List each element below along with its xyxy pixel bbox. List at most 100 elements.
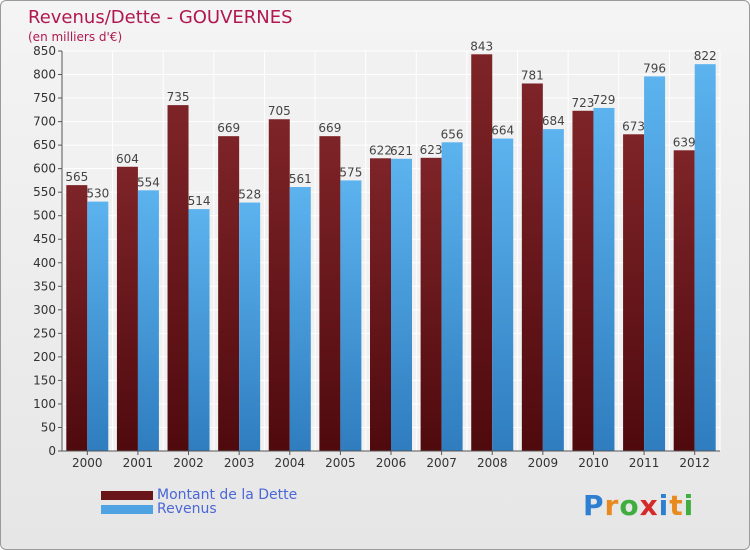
data-label-debt: 669 [217, 121, 240, 135]
y-tick-label: 800 [33, 68, 56, 82]
bar-debt [420, 157, 442, 451]
y-tick-label: 500 [33, 209, 56, 223]
bar-debt [471, 54, 493, 451]
legend-item-debt: Montant de la Dette [101, 487, 297, 503]
data-label-debt: 604 [116, 152, 139, 166]
bar-revenue [87, 201, 109, 451]
y-tick-label: 550 [33, 185, 56, 199]
data-label-debt: 622 [369, 143, 392, 157]
chart-title: Revenus/Dette - GOUVERNES [28, 7, 293, 28]
x-tick-label: 2008 [477, 456, 508, 470]
data-label-debt: 565 [65, 170, 88, 184]
data-label-debt: 843 [470, 39, 493, 53]
logo-letter: i [683, 489, 695, 522]
bar-revenue [593, 107, 615, 452]
bar-debt [167, 105, 189, 451]
y-tick-label: 700 [33, 115, 56, 129]
bar-debt [116, 166, 138, 451]
data-label-revenue: 796 [643, 61, 666, 75]
logo-letter: t [669, 489, 684, 522]
y-tick-label: 600 [33, 162, 56, 176]
bar-debt [66, 185, 88, 451]
y-tick-label: 300 [33, 303, 56, 317]
data-label-revenue: 514 [188, 194, 211, 208]
y-tick-label: 650 [33, 138, 56, 152]
y-tick-label: 450 [33, 232, 56, 246]
legend-item-revenue: Revenus [101, 501, 217, 517]
axes: 0 50 100 150 200 250 300 350 400 450 500 550 600 650 7… [33, 44, 720, 470]
logo-letter: P [583, 489, 605, 522]
bar-debt [673, 150, 695, 451]
bar-revenue [542, 129, 564, 451]
data-label-revenue: 554 [137, 175, 160, 189]
x-tick-label: 2007 [426, 456, 457, 470]
bar-revenue [289, 187, 311, 451]
x-tick-label: 2001 [123, 456, 154, 470]
y-tick-label: 350 [33, 279, 56, 293]
logo-letter: r [604, 489, 620, 522]
bar-revenue [239, 202, 261, 451]
data-label-debt: 639 [673, 135, 696, 149]
bar-revenue [391, 158, 412, 451]
legend-swatch-revenue [101, 504, 153, 514]
y-tick-label: 250 [33, 326, 56, 340]
x-tick-label: 2009 [528, 456, 559, 470]
data-label-revenue: 684 [542, 114, 565, 128]
logo-letter: x [639, 489, 659, 522]
x-tick-label: 2000 [72, 456, 103, 470]
bar-revenue [340, 180, 362, 452]
bar-debt [623, 134, 645, 451]
bar-revenue [644, 76, 666, 451]
proxiti-logo: Proxiti [583, 489, 694, 522]
y-tick-label: 0 [48, 444, 56, 458]
legend-label-debt: Montant de la Dette [157, 487, 298, 503]
data-label-revenue: 530 [86, 187, 109, 201]
legend-label-revenue: Revenus [157, 501, 217, 517]
data-label-revenue: 656 [441, 127, 464, 141]
logo-letter: o [619, 489, 640, 522]
data-label-debt: 623 [420, 143, 443, 157]
y-tick-label: 200 [33, 350, 56, 364]
data-label-debt: 669 [318, 121, 341, 135]
x-tick-label: 2011 [629, 456, 660, 470]
x-tick-label: 2012 [679, 456, 710, 470]
bar-revenue [188, 209, 210, 451]
x-tick-label: 2004 [274, 456, 305, 470]
data-label-revenue: 621 [390, 144, 413, 158]
x-tick-label: 2005 [325, 456, 356, 470]
y-tick-label: 100 [33, 397, 56, 411]
y-tick-label: 400 [33, 256, 56, 270]
data-label-revenue: 561 [289, 172, 312, 186]
bar-revenue [137, 190, 159, 451]
bar-debt [370, 158, 391, 451]
bar-revenue [441, 142, 463, 451]
bar-debt [572, 110, 594, 451]
data-label-revenue: 729 [593, 93, 616, 107]
y-tick-label: 850 [33, 44, 56, 58]
data-label-revenue: 822 [694, 49, 717, 63]
bars [66, 54, 716, 452]
bar-debt [268, 119, 290, 451]
data-label-revenue: 528 [238, 188, 261, 202]
data-label-debt: 735 [167, 90, 190, 104]
logo-letter: i [658, 489, 670, 522]
bar-debt [521, 83, 543, 452]
data-label-debt: 723 [572, 96, 595, 110]
bar-revenue [492, 138, 514, 451]
y-tick-label: 750 [33, 91, 56, 105]
x-tick-label: 2010 [578, 456, 609, 470]
x-tick-label: 2003 [224, 456, 255, 470]
y-tick-label: 150 [33, 373, 56, 387]
legend-swatch-debt [101, 490, 153, 500]
x-tick-label: 2006 [376, 456, 407, 470]
x-tick-label: 2002 [173, 456, 204, 470]
chart-subtitle: (en milliers d'€) [28, 30, 123, 44]
bar-debt [218, 136, 240, 452]
bar-debt [319, 136, 341, 452]
data-label-debt: 705 [268, 104, 291, 118]
y-tick-label: 50 [41, 420, 56, 434]
bar-revenue [694, 64, 716, 452]
data-label-debt: 673 [622, 119, 645, 133]
